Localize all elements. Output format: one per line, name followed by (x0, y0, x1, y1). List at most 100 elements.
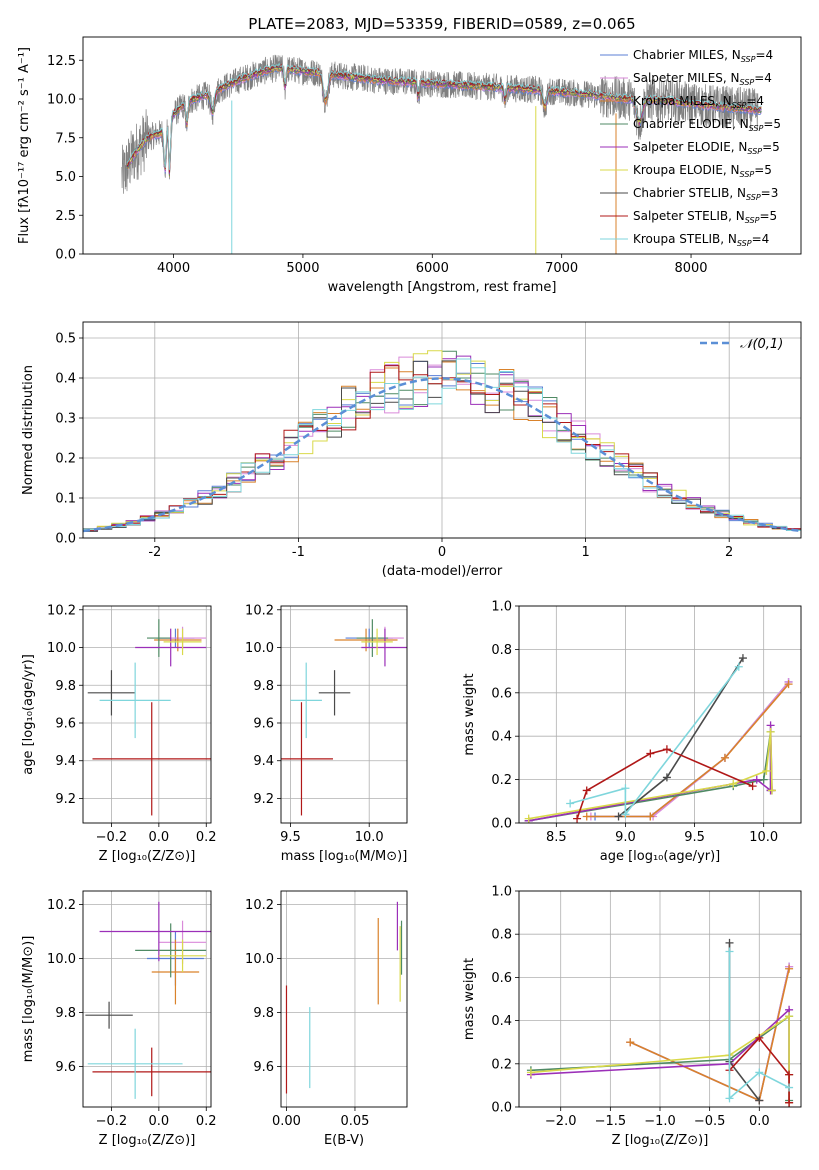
mass-vs-EBV-ytick-label: 9.8 (253, 1006, 274, 1021)
figure-title: PLATE=2083, MJD=53359, FIBERID=0589, z=0… (248, 15, 635, 33)
series-kroupa-elodie-marker (766, 727, 775, 736)
age-vs-Z-ylabel: age [log₁₀(age/yr)] (21, 654, 36, 775)
age-vs-mass-xtick-label: 9.5 (280, 830, 301, 845)
mass-weight-vs-Z-ytick-label: 0.8 (491, 928, 512, 943)
series-kroupa-elodie-marker (767, 786, 776, 795)
age-vs-Z-xlabel: Z [log₁₀(Z/Z⊙)] (99, 849, 196, 864)
series-kroupa-miles-marker (720, 753, 729, 762)
mass-vs-Z-xtick-label: −0.2 (96, 1114, 128, 1129)
spectrum-legend: Chabrier MILES, NSSP=4 Salpeter MILES, NS… (600, 48, 781, 248)
legend-entry: Chabrier MILES, NSSP=4 (633, 48, 773, 64)
mass-vs-Z-plot (85, 901, 211, 1099)
spectrum-ytick-label: 10.0 (47, 93, 76, 108)
normal-legend-label: 𝒩(0,1) (740, 337, 783, 352)
series-chabrier-stelib-marker (662, 773, 671, 782)
mass-weight-vs-Z-ytick-label: 0.0 (491, 1101, 512, 1116)
mass-weight-vs-age-xtick-label: 8.5 (546, 830, 567, 845)
frame-layer: 4000 5000 6000 7000 80000.02.55.07.510.012.5… (17, 36, 802, 1148)
age-vs-Z-xtick-label: 0.2 (196, 830, 217, 845)
series-salpeter-stelib-marker (785, 1098, 794, 1107)
mass-weight-vs-Z-frame (518, 890, 802, 1108)
series-salpeter-miles-line (590, 681, 790, 818)
series-chabrier-miles-line (595, 681, 790, 818)
mass-vs-EBV-ytick-label: 10.2 (245, 898, 274, 913)
mass-weight-vs-Z-xtick-label: −1.0 (644, 1114, 676, 1129)
series-kroupa-elodie-marker (785, 1012, 794, 1021)
mass-weight-vs-age-xtick-label: 9.0 (615, 830, 636, 845)
mass-weight-vs-age-ylabel: mass weight (462, 673, 477, 755)
series-salpeter-stelib-marker (785, 1070, 794, 1079)
spectrum-ylabel: Flux [fλ10⁻¹⁷ erg cm⁻² s⁻¹ A⁻¹] (17, 47, 32, 244)
legend-entry: Salpeter STELIB, NSSP=5 (633, 209, 777, 225)
series-chabrier-stelib-marker (614, 812, 623, 821)
spectrum-ytick-label: 2.5 (55, 209, 76, 224)
series-kroupa-stelib-marker (734, 662, 743, 671)
mass-weight-vs-age-ytick-label: 0.6 (491, 686, 512, 701)
series-kroupa-stelib-marker (621, 784, 630, 793)
age-vs-mass-ytick-label: 9.2 (253, 792, 274, 807)
age-vs-Z-ytick-label: 10.2 (47, 603, 76, 618)
data-layer (83, 54, 801, 1107)
series-chabrier-stelib-marker (755, 1096, 764, 1105)
spectrum-xtick-label: 8000 (674, 261, 707, 276)
mass-weight-vs-Z-plot (526, 938, 794, 1107)
mass-weight-vs-age-ytick-label: 0.8 (491, 643, 512, 658)
residuals-ytick-label: 0.0 (55, 532, 76, 547)
residuals-ytick-label: 0.5 (55, 332, 76, 347)
age-vs-Z-ytick-label: 9.4 (55, 754, 76, 769)
mass-weight-vs-age-plot (524, 654, 793, 823)
spectrum-plot (121, 54, 762, 254)
series-kroupa-stelib-line (569, 666, 740, 817)
mass-weight-vs-Z-xtick-label: −0.5 (694, 1114, 726, 1129)
mass-weight-vs-Z-xtick-label: 0.0 (749, 1114, 770, 1129)
mass-weight-vs-age-ytick-label: 0.2 (491, 773, 512, 788)
mass-vs-EBV-ytick-label: 9.6 (253, 1060, 274, 1075)
mass-weight-vs-age-ytick-label: 0.0 (491, 817, 512, 832)
spectrum-ytick-label: 7.5 (55, 131, 76, 146)
age-vs-mass-ytick-label: 9.8 (253, 679, 274, 694)
residuals-ytick-label: 0.3 (55, 412, 76, 427)
spectrum-xtick-label: 6000 (416, 261, 449, 276)
mass-vs-Z-xtick-label: 0.2 (196, 1114, 217, 1129)
spectrum-xtick-label: 5000 (286, 261, 319, 276)
age-vs-mass-xlabel: mass [log₁₀(M/M⊙)] (281, 849, 408, 864)
mass-vs-EBV-plot (285, 901, 403, 1094)
mass-weight-vs-Z-xlabel: Z [log₁₀(Z/Z⊙)] (612, 1133, 709, 1148)
age-vs-mass-xtick-label: 10.0 (355, 830, 384, 845)
mass-weight-vs-age-ytick-label: 1.0 (491, 600, 512, 615)
spectrum-frame (82, 36, 802, 255)
legend-entry: Kroupa STELIB, NSSP=4 (633, 232, 769, 248)
hist-kroupa-stelib (83, 358, 801, 531)
age-vs-Z-ytick-label: 9.8 (55, 679, 76, 694)
mass-vs-Z-ytick-label: 9.8 (55, 1006, 76, 1021)
grid-layer (83, 322, 801, 1108)
age-vs-Z-ytick-label: 10.0 (47, 641, 76, 656)
legend-entry: Kroupa MILES, NSSP=4 (633, 94, 764, 110)
series-kroupa-stelib-marker (621, 810, 630, 819)
mass-vs-Z-ylabel: mass [log₁₀(M/M⊙)] (21, 936, 36, 1063)
series-kroupa-miles-marker (582, 812, 591, 821)
residuals-xtick-label: 0 (438, 545, 446, 560)
series-kroupa-stelib-marker (755, 1068, 764, 1077)
mass-weight-vs-age-frame (518, 605, 802, 824)
series-kroupa-miles-marker (784, 680, 793, 689)
age-vs-mass-frame (280, 605, 408, 824)
mass-vs-EBV-xlabel: E(B-V) (324, 1133, 364, 1148)
spectrum-xtick-label: 4000 (157, 261, 190, 276)
age-vs-Z-frame (82, 605, 212, 824)
legend-entry: Salpeter ELODIE, NSSP=5 (633, 140, 780, 156)
mass-weight-vs-Z-ytick-label: 0.6 (491, 971, 512, 986)
mass-weight-vs-Z-ytick-label: 1.0 (491, 885, 512, 900)
spectrum-ytick-label: 12.5 (47, 54, 76, 69)
mass-vs-Z-ytick-label: 10.2 (47, 898, 76, 913)
legend-entry: Chabrier ELODIE, NSSP=5 (633, 117, 781, 133)
spectrum-ytick-label: 5.0 (55, 170, 76, 185)
series-kroupa-miles-line (586, 683, 790, 818)
residuals-xtick-label: 1 (581, 545, 589, 560)
age-vs-mass-ytick-label: 10.2 (245, 603, 274, 618)
mass-vs-Z-xtick-label: 0.0 (149, 1114, 170, 1129)
mass-vs-Z-ytick-label: 10.0 (47, 952, 76, 967)
series-salpeter-elodie-marker (752, 775, 761, 784)
residuals-xtick-label: -1 (292, 545, 305, 560)
series-kroupa-miles-marker (785, 964, 794, 973)
